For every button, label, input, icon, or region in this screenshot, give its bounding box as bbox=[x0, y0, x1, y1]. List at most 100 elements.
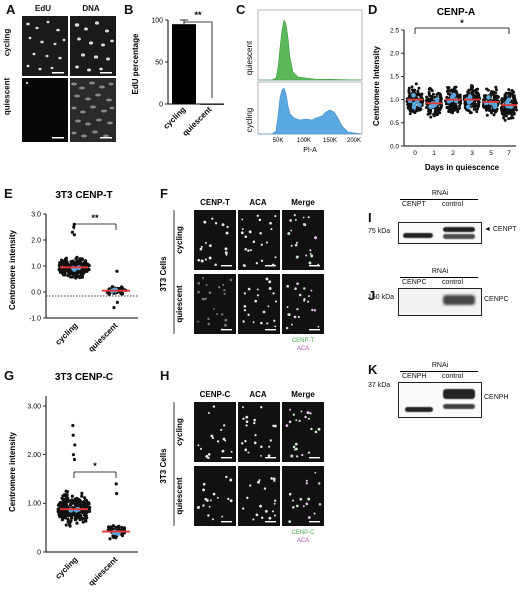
e-ytick-label: 1.0 bbox=[31, 263, 41, 270]
g-point bbox=[115, 492, 119, 496]
f-spot bbox=[207, 322, 211, 326]
d-xtick-label: 2 bbox=[451, 150, 455, 157]
d-point bbox=[492, 90, 496, 94]
f-spot bbox=[290, 229, 293, 232]
e-xcat-2: quiescent bbox=[87, 321, 120, 354]
d-point bbox=[439, 93, 443, 97]
g-point bbox=[73, 443, 77, 447]
g-point bbox=[75, 521, 79, 525]
h-tile bbox=[238, 466, 280, 526]
e-point bbox=[115, 269, 119, 273]
g-point bbox=[114, 525, 118, 529]
f-spot bbox=[305, 254, 308, 257]
b-sig: ** bbox=[194, 10, 202, 20]
g-ytick-label: 0 bbox=[37, 549, 41, 556]
d-point bbox=[408, 112, 412, 116]
h-spot bbox=[244, 448, 248, 452]
f-spot bbox=[225, 231, 229, 235]
h-spot bbox=[216, 496, 219, 499]
d-point bbox=[473, 95, 477, 99]
d-point bbox=[454, 89, 458, 93]
e-point bbox=[67, 272, 71, 276]
h-spot bbox=[202, 488, 205, 492]
h-spot bbox=[254, 434, 257, 437]
f-spot bbox=[243, 264, 246, 268]
h-spot bbox=[299, 497, 303, 501]
g-point bbox=[69, 516, 74, 520]
f-spot bbox=[208, 256, 212, 260]
h-spot bbox=[242, 417, 245, 420]
f-spot bbox=[242, 320, 245, 323]
f-spot bbox=[270, 228, 273, 231]
d-point bbox=[494, 85, 498, 89]
f-spot bbox=[287, 313, 290, 316]
f-spot bbox=[243, 304, 247, 308]
d-point bbox=[488, 109, 492, 113]
f-spot bbox=[208, 244, 212, 248]
g-point bbox=[80, 494, 84, 498]
panel-c-histograms: quiescent cycling 50K 100K 150K 200K PI-… bbox=[245, 9, 363, 154]
d-point bbox=[447, 107, 451, 111]
d-point bbox=[504, 114, 508, 118]
h-spot bbox=[273, 424, 277, 428]
f-row-1: cycling bbox=[175, 226, 184, 254]
h-spot bbox=[253, 418, 256, 422]
d-xtick-label: 0 bbox=[413, 150, 417, 157]
f-spot bbox=[252, 321, 255, 324]
h-spot bbox=[207, 456, 210, 460]
d-point bbox=[414, 82, 418, 86]
f-col-3: Merge bbox=[291, 198, 315, 207]
e-point bbox=[115, 300, 119, 304]
h-spot bbox=[211, 518, 214, 521]
h-spot bbox=[208, 505, 211, 508]
h-spot bbox=[310, 427, 313, 431]
row-label-quiescent: quiescent bbox=[2, 77, 12, 116]
g-point bbox=[59, 502, 64, 506]
h-spot bbox=[270, 477, 273, 480]
g-point bbox=[70, 494, 74, 498]
e-point bbox=[62, 267, 66, 271]
d-point bbox=[427, 87, 431, 91]
f-spot bbox=[200, 259, 204, 263]
f-spot bbox=[294, 287, 297, 291]
d-point bbox=[465, 93, 469, 97]
d-point bbox=[507, 88, 511, 92]
panel-label-b: B bbox=[124, 2, 134, 17]
e-ytick-label: 3.0 bbox=[31, 211, 41, 218]
h-spot bbox=[221, 449, 225, 453]
c-track2-label: cycling bbox=[245, 108, 254, 132]
f-spot bbox=[311, 308, 314, 312]
h-spot bbox=[202, 482, 206, 486]
h-spot bbox=[206, 499, 209, 502]
d-point bbox=[502, 116, 506, 120]
h-spot bbox=[314, 471, 317, 474]
f-spot bbox=[298, 293, 302, 297]
f-spot bbox=[225, 253, 228, 256]
f-spot bbox=[297, 315, 300, 319]
e-point bbox=[69, 275, 73, 279]
h-spot bbox=[229, 499, 233, 503]
d-xlabel: Days in quiescence bbox=[425, 163, 500, 172]
d-ytick-label: 1.5 bbox=[390, 74, 399, 81]
h-spot bbox=[220, 428, 223, 431]
h-spot bbox=[257, 480, 260, 484]
f-spot bbox=[268, 280, 272, 284]
f-spot bbox=[211, 217, 214, 220]
f-spot bbox=[247, 313, 250, 316]
e-point bbox=[74, 257, 78, 261]
f-spot bbox=[294, 243, 298, 247]
g-point bbox=[56, 507, 60, 511]
g-point bbox=[83, 517, 87, 521]
d-point bbox=[471, 89, 475, 93]
i-protein: ◄ CENPT bbox=[484, 226, 517, 233]
d-ytick-label: 1.0 bbox=[390, 97, 399, 104]
f-spot bbox=[313, 309, 317, 312]
c-xtick-2: 100K bbox=[297, 138, 311, 144]
d-point bbox=[450, 105, 454, 109]
c-xtick-1: 50K bbox=[273, 138, 284, 144]
g-ytick-label: 1.00 bbox=[27, 501, 41, 508]
d-point bbox=[503, 118, 507, 122]
d-point bbox=[451, 90, 455, 94]
f-spot bbox=[247, 287, 251, 291]
d-point bbox=[445, 89, 449, 93]
